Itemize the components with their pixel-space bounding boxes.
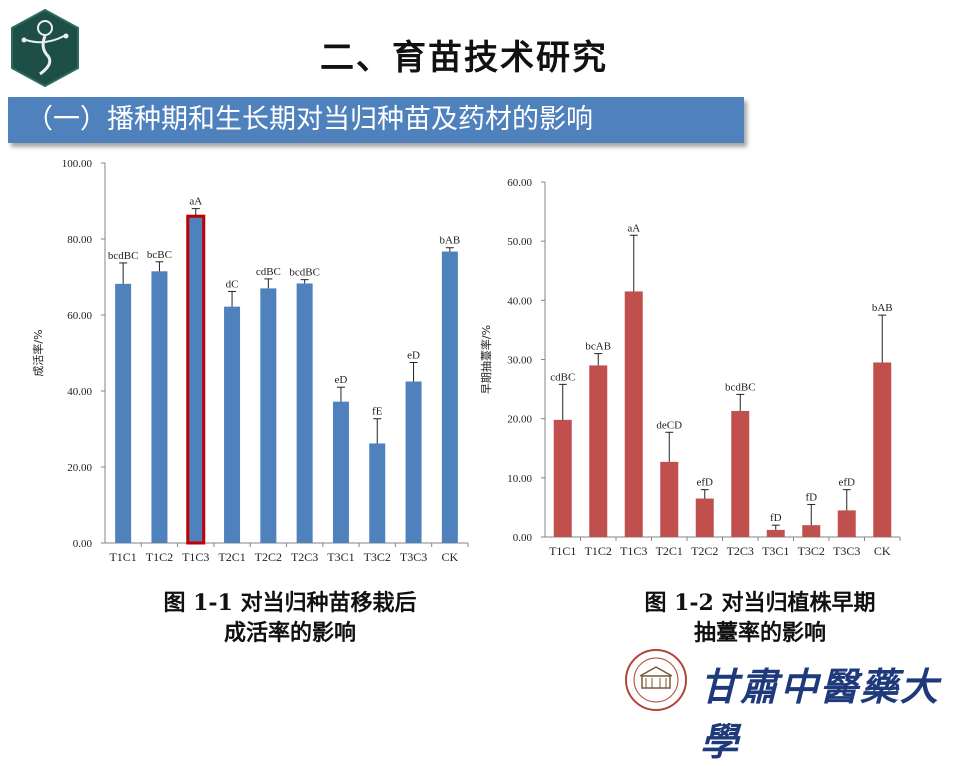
chart2-category-label: T1C1 [549,544,576,558]
chart1-caption: 图 1-1 对当归种苗移栽后 成活率的影响 [120,588,460,648]
chart2-ytick-label: 20.00 [507,414,532,426]
chart1-category-label: T2C1 [218,550,245,564]
chart1-bar [296,283,313,543]
chart2-category-label: T3C3 [833,544,860,558]
university-name: 甘肅中醫藥大學 [700,664,941,764]
chart2-ytick-label: 10.00 [507,473,532,485]
chart2-caption-line2: 抽薹率的影响 [693,620,826,646]
chart2-bar [731,410,750,537]
chart2-data-label: bcAB [585,341,611,353]
section-banner: （一）播种期和生长期对当归种苗及药材的影响 [8,97,744,143]
chart2-data-label: fD [770,512,782,524]
chart1-bar [405,381,422,543]
chart2-bar [695,498,714,537]
chart2-y-axis-title: 早期抽薹率/% [479,325,493,394]
chart1-category-label: T3C1 [327,550,354,564]
chart1-data-label: dC [226,278,239,290]
chart2-bar [766,529,785,537]
chart1-category-label: T1C3 [182,550,209,564]
chart2-data-label: bAB [872,302,893,314]
chart1-bar [332,401,349,543]
chart1-caption-line1: 图 1-1 对当归种苗移栽后 [163,590,417,616]
chart1-bar [441,251,458,544]
chart1-category-label: T2C3 [291,550,318,564]
chart2-ytick-label: 0.00 [513,532,533,544]
chart2-category-label: T2C3 [727,544,754,558]
chart1-category-label: T1C1 [109,550,136,564]
chart2-category-label: T2C2 [691,544,718,558]
chart1-ytick-label: 60.00 [67,310,92,322]
chart2-data-label: cdBC [550,371,575,383]
chart2-category-label: CK [874,544,891,558]
chart1-bar [224,306,241,543]
chart1-data-label: bcBC [147,249,172,261]
chart2-bar [553,419,572,537]
chart1-data-label: bcdBC [289,267,320,279]
chart1-category-label: T3C3 [400,550,427,564]
charts-canvas: 0.00 20.00 40.00 60.00 80.00 100.00 成活率/% bcdBC… [31,158,901,564]
chart2-data-label: aA [627,222,640,234]
chart2-data-label: bcdBC [725,381,756,393]
chart2-category-label: T3C2 [798,544,825,558]
chart2-caption: 图 1-2 对当归植株早期 抽薹率的影响 [600,588,920,648]
chart2-caption-line1: 图 1-2 对当归植株早期 [644,590,876,616]
chart1-data-label: cdBC [256,266,281,278]
chart2-data-label: efD [697,477,714,489]
chart2-category-label: T3C1 [762,544,789,558]
chart1-ytick-label: 20.00 [67,462,92,474]
chart1-caption-line2: 成活率的影响 [223,620,356,646]
chart1-bar [369,443,386,543]
chart2-bar [624,291,643,537]
chart1-ytick-label: 40.00 [67,386,92,398]
chart1-bar [186,214,206,545]
chart1-data-label: bAB [439,235,460,247]
chart1-y-axis-title: 成活率/% [31,329,45,376]
chart1-data-label: eD [335,374,348,386]
chart1-category-label: T1C2 [146,550,173,564]
institute-logo [11,8,79,88]
chart2-data-label: fD [805,491,817,503]
chart2-ytick-label: 60.00 [507,177,532,189]
chart1-data-label: bcdBC [108,250,139,262]
university-seal [625,649,687,711]
chart1-bar [115,283,132,543]
chart1-category-label: T2C2 [255,550,282,564]
chart1-data-label: fE [372,406,383,418]
chart1-ytick-label: 100.00 [62,158,93,170]
chart1-category-label: T3C2 [364,550,391,564]
chart1-ytick-label: 0.00 [73,538,93,550]
chart2-bar [837,510,856,537]
chart2-ytick-label: 40.00 [507,295,532,307]
chart2-category-label: T1C3 [620,544,647,558]
slide-title: 二、育苗技术研究 [320,38,608,78]
chart2-ytick-label: 50.00 [507,236,532,248]
chart2-bar [589,365,608,537]
chart2-data-label: deCD [656,419,682,431]
chart2-ytick-label: 30.00 [507,355,532,367]
chart2-data-label: efD [839,477,856,489]
chart1-data-label: eD [407,350,420,362]
chart1-bar [151,271,168,543]
chart2-category-label: T2C1 [656,544,683,558]
chart2-bar [873,362,892,537]
chart1-data-label: aA [189,196,202,208]
chart1-category-label: CK [442,550,459,564]
chart2-category-label: T1C2 [585,544,612,558]
chart1-bar [260,288,277,543]
chart2-bar [802,525,821,537]
chart1-ytick-label: 80.00 [67,234,92,246]
chart2-bar [660,461,679,537]
